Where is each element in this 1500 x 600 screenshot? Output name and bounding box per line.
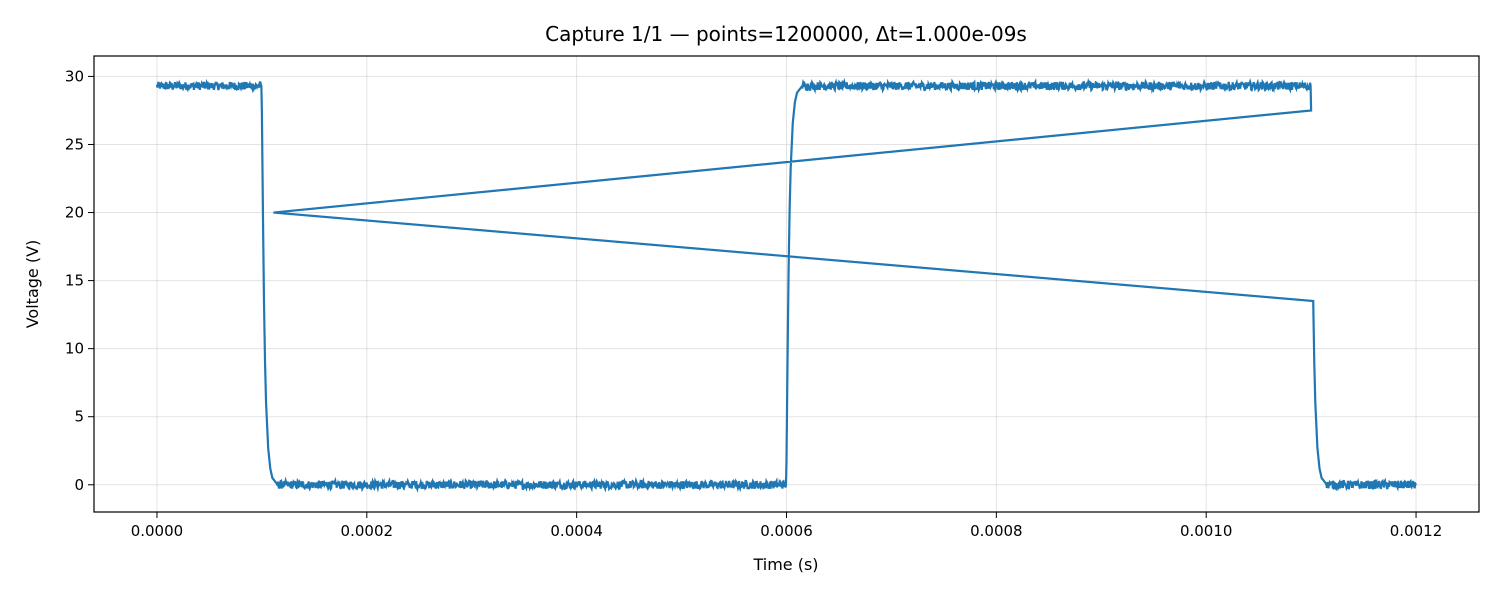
y-tick-label: 0 [74, 476, 84, 494]
x-tick-label: 0.0000 [131, 522, 184, 540]
series-layer [155, 77, 1417, 493]
grid [94, 56, 1479, 512]
x-tick-label: 0.0012 [1390, 522, 1443, 540]
x-tick-label: 0.0004 [550, 522, 603, 540]
y-tick-label: 10 [65, 340, 84, 358]
y-tick-label: 30 [65, 67, 84, 85]
y-tick-label: 20 [65, 204, 84, 222]
y-tick-label: 25 [65, 135, 84, 153]
ticks: 0.0000 0.0002 0.0004 0.0006 0.0008 0.0010 0.00… [65, 67, 1442, 540]
chart-title: Capture 1/1 — points=1200000, Δt=1.000e-… [545, 22, 1027, 46]
x-tick-label: 0.0010 [1180, 522, 1233, 540]
x-tick-label: 0.0008 [970, 522, 1023, 540]
y-tick-label: 15 [65, 272, 84, 290]
series-line [155, 77, 1417, 493]
y-axis-label: Voltage (V) [23, 240, 42, 329]
y-tick-label: 5 [74, 408, 84, 426]
x-axis-label: Time (s) [752, 555, 818, 574]
x-tick-label: 0.0006 [760, 522, 813, 540]
x-tick-label: 0.0002 [341, 522, 394, 540]
